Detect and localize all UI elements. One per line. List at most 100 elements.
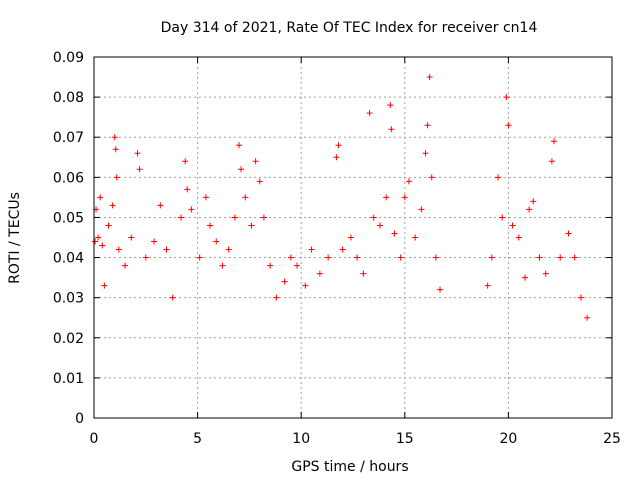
data-point: [339, 246, 346, 253]
data-point: [236, 142, 243, 149]
data-point: [542, 270, 549, 277]
data-point: [95, 234, 102, 241]
data-point: [111, 134, 118, 141]
y-tick-label: 0.01: [53, 371, 84, 387]
data-point: [294, 262, 301, 269]
chart-title: Day 314 of 2021, Rate Of TEC Index for r…: [161, 20, 538, 36]
data-point: [260, 214, 267, 221]
data-point: [281, 278, 288, 285]
data-point: [134, 150, 141, 157]
data-point: [577, 294, 584, 301]
data-point: [495, 174, 502, 181]
data-point: [536, 254, 543, 261]
x-tick-label: 20: [499, 431, 517, 447]
data-point: [335, 142, 342, 149]
data-point: [509, 222, 516, 229]
data-point: [242, 194, 249, 201]
y-tick-label: 0.03: [53, 291, 84, 307]
data-point: [142, 254, 149, 261]
data-point: [112, 146, 119, 153]
data-point: [109, 202, 116, 209]
x-axis-label: GPS time / hours: [291, 459, 408, 475]
data-point: [325, 254, 332, 261]
data-point: [287, 254, 294, 261]
data-point: [207, 222, 214, 229]
y-tick-label: 0.09: [53, 50, 84, 66]
data-point: [354, 254, 361, 261]
y-tick-label: 0.06: [53, 170, 84, 186]
data-point: [113, 174, 120, 181]
data-point: [105, 222, 112, 229]
data-point: [526, 206, 533, 213]
data-point: [360, 270, 367, 277]
data-point: [267, 262, 274, 269]
data-point: [397, 254, 404, 261]
data-point: [376, 222, 383, 229]
data-point: [370, 214, 377, 221]
data-point: [515, 234, 522, 241]
y-tick-label: 0.04: [53, 251, 84, 267]
y-tick-label: 0.08: [53, 90, 84, 106]
data-point: [202, 194, 209, 201]
data-point: [584, 314, 591, 321]
data-point: [405, 178, 412, 185]
data-point: [557, 254, 564, 261]
data-point: [256, 178, 263, 185]
axis-ticks: 0 0.01 0.02 0.03 0.04 0.05 0.06 0.07 0.08 0.09 0 5 1…: [53, 50, 621, 447]
data-point: [499, 214, 506, 221]
data-point: [428, 174, 435, 181]
data-point: [231, 214, 238, 221]
data-point: [184, 186, 191, 193]
data-point: [101, 282, 108, 289]
data-point: [196, 254, 203, 261]
data-point: [503, 94, 510, 101]
data-point: [571, 254, 578, 261]
x-tick-label: 10: [292, 431, 310, 447]
plot-frame: [93, 56, 613, 419]
data-point: [383, 194, 390, 201]
data-point: [432, 254, 439, 261]
data-point: [548, 158, 555, 165]
data-point: [418, 206, 425, 213]
y-tick-label: 0.05: [53, 210, 84, 226]
data-point: [99, 242, 106, 249]
data-point: [273, 294, 280, 301]
data-point: [565, 230, 572, 237]
data-point: [505, 122, 512, 129]
x-tick-label: 15: [396, 431, 414, 447]
grid-lines: [94, 57, 612, 418]
data-point: [115, 246, 122, 253]
data-point: [178, 214, 185, 221]
data-point: [387, 102, 394, 109]
data-point: [366, 110, 373, 117]
y-axis-label: ROTI / TECUs: [7, 192, 23, 284]
data-point: [188, 206, 195, 213]
data-point: [169, 294, 176, 301]
data-point: [426, 74, 433, 81]
x-tick-label: 5: [193, 431, 202, 447]
x-tick-label: 25: [603, 431, 621, 447]
y-tick-label: 0: [75, 411, 84, 427]
data-point: [97, 194, 104, 201]
y-tick-label: 0.07: [53, 130, 84, 146]
data-point: [437, 286, 444, 293]
data-point: [151, 238, 158, 245]
data-point: [163, 246, 170, 253]
data-point: [550, 138, 557, 145]
data-point: [530, 198, 537, 205]
data-point: [238, 166, 245, 173]
data-point: [128, 234, 135, 241]
data-point: [157, 202, 164, 209]
data-point: [316, 270, 323, 277]
data-points: [92, 74, 591, 321]
data-point: [213, 238, 220, 245]
data-point: [401, 194, 408, 201]
data-point: [136, 166, 143, 173]
data-point: [182, 158, 189, 165]
data-point: [488, 254, 495, 261]
data-point: [424, 122, 431, 129]
data-point: [391, 230, 398, 237]
data-point: [347, 234, 354, 241]
data-point: [412, 234, 419, 241]
